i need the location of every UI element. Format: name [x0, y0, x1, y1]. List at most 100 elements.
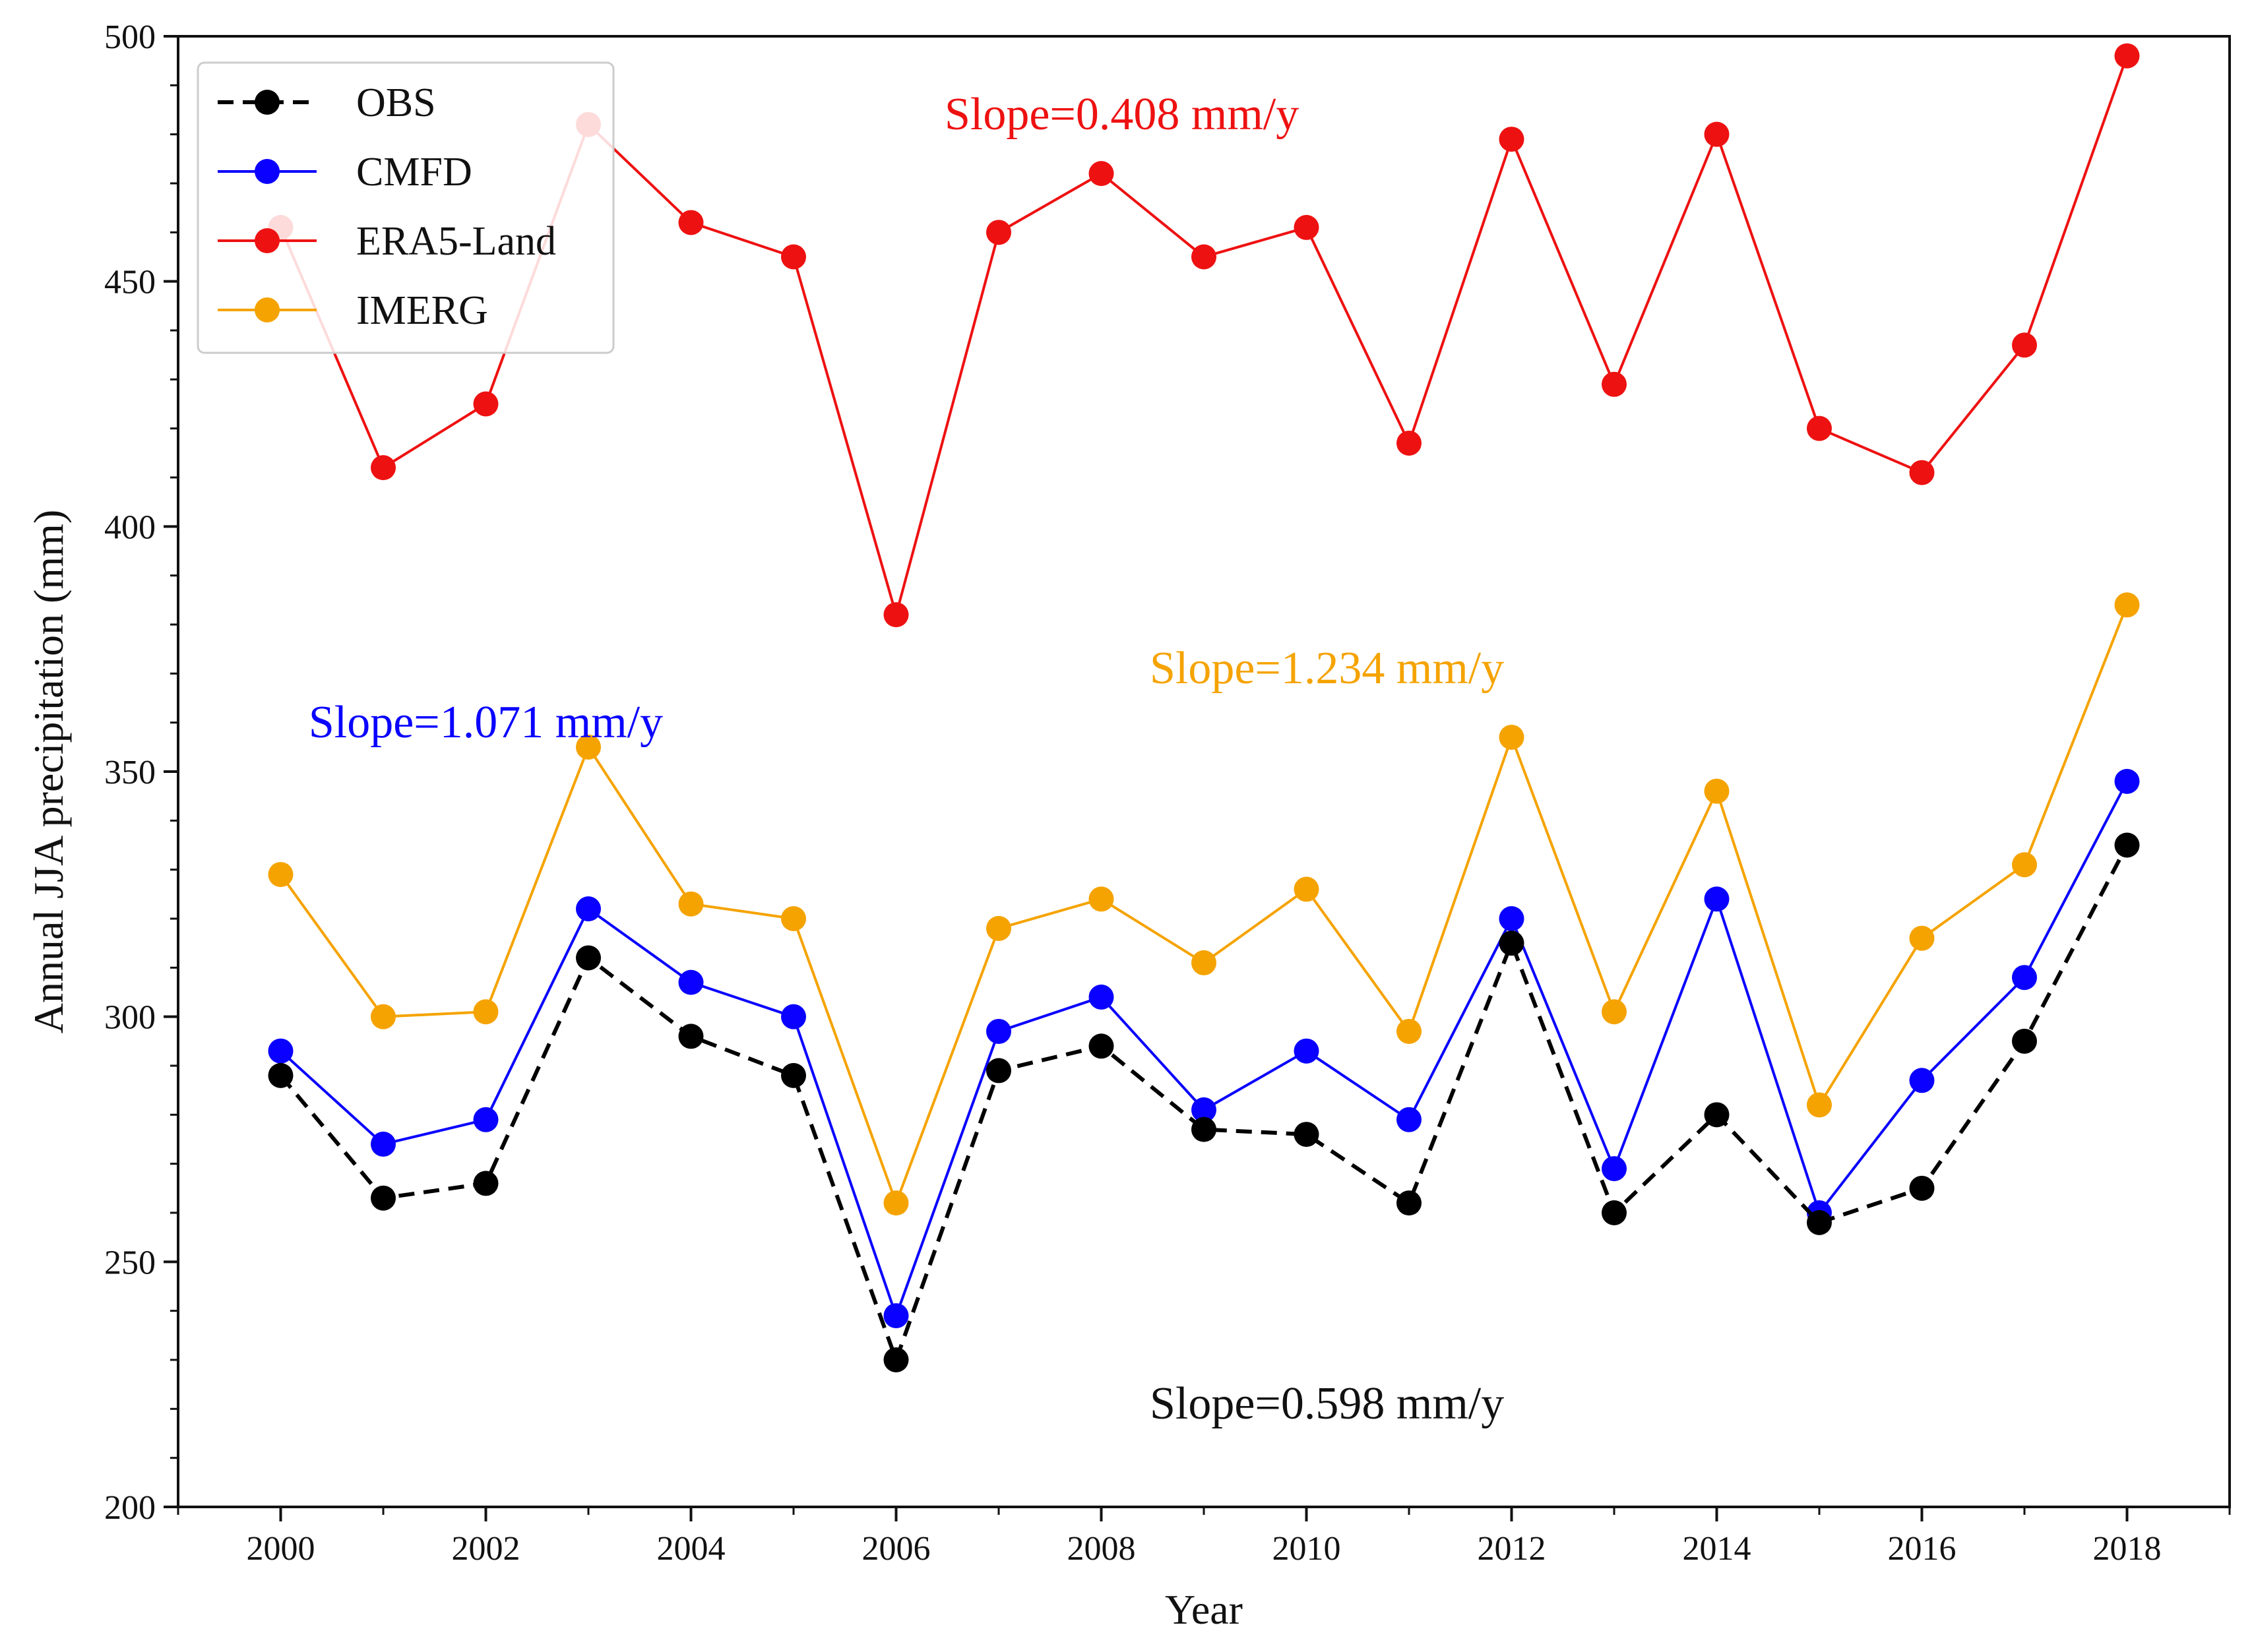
legend-item-obs: OBS [218, 80, 436, 125]
data-point-cmfd [781, 1004, 806, 1029]
data-point-obs [473, 1171, 499, 1196]
data-point-obs [2012, 1028, 2037, 1054]
data-point-era5-land [986, 220, 1011, 245]
data-point-era5-land [883, 602, 909, 628]
data-point-obs [268, 1062, 294, 1088]
data-point-cmfd [2012, 965, 2037, 991]
data-point-imerg [1088, 886, 1114, 912]
data-point-obs [883, 1347, 909, 1372]
data-point-era5-land [473, 391, 499, 417]
data-point-obs [371, 1185, 396, 1211]
data-point-obs [1807, 1209, 1832, 1235]
data-point-obs [986, 1058, 1011, 1084]
plot-frame [177, 35, 2231, 1508]
slope-annotation: Slope=1.234 mm/y [1150, 643, 1504, 694]
series-line-cmfd [280, 780, 2129, 1318]
data-point-imerg [473, 999, 499, 1025]
data-point-imerg [781, 906, 806, 931]
x-tick-label: 2016 [1888, 1530, 1957, 1568]
data-point-cmfd [883, 1303, 909, 1329]
data-point-cmfd [1088, 984, 1114, 1010]
legend-swatch-marker [255, 159, 280, 184]
data-point-era5-land [1602, 371, 1627, 397]
x-tick-label: 2010 [1272, 1530, 1341, 1568]
data-point-cmfd [1396, 1107, 1422, 1132]
data-point-cmfd [1602, 1156, 1627, 1182]
data-point-era5-land [1704, 121, 1730, 147]
x-tick-label: 2014 [1683, 1530, 1751, 1568]
data-point-era5-land [2114, 43, 2140, 69]
legend-swatch-marker [255, 297, 280, 322]
data-point-era5-land [2012, 332, 2037, 358]
legend-label: ERA5-Land [356, 219, 556, 264]
data-point-cmfd [371, 1131, 396, 1157]
legend-label: CMFD [356, 150, 472, 195]
data-point-imerg [1602, 999, 1627, 1025]
data-point-imerg [268, 862, 294, 888]
slope-annotation: Slope=0.408 mm/y [945, 89, 1299, 140]
legend-swatch-marker [255, 90, 280, 115]
annotations-layer: Slope=0.408 mm/y Slope=1.234 mm/y Slope=1.… [309, 89, 1504, 1429]
legend: OBS CMFD ERA5-Land IMERG [197, 61, 615, 354]
data-point-era5-land [781, 244, 806, 270]
data-point-imerg [678, 891, 704, 917]
data-point-era5-land [1807, 415, 1832, 441]
data-point-obs [1602, 1200, 1627, 1225]
data-point-cmfd [2114, 768, 2140, 794]
data-point-imerg [1396, 1018, 1422, 1044]
data-point-imerg [1909, 925, 1935, 951]
x-tick-label: 2004 [657, 1530, 726, 1568]
data-point-obs [576, 945, 601, 971]
slope-annotation: Slope=0.598 mm/y [1150, 1378, 1504, 1429]
data-point-era5-land [678, 210, 704, 235]
data-point-cmfd [268, 1038, 294, 1064]
data-point-imerg [371, 1004, 396, 1029]
data-point-imerg [2114, 592, 2140, 618]
y-tick-label: 200 [104, 1489, 156, 1527]
legend-label: IMERG [356, 288, 488, 333]
ticks-layer: 200 250 300 350 400 450 500 2000 2002 2004 2006 200… [104, 18, 2231, 1568]
data-point-obs [1909, 1175, 1935, 1201]
legend-item-era5-land: ERA5-Land [218, 219, 556, 264]
x-axis-title: Year [1165, 1586, 1243, 1633]
data-point-obs [678, 1024, 704, 1049]
data-point-cmfd [1704, 886, 1730, 912]
legend-item-cmfd: CMFD [218, 150, 472, 195]
x-tick-label: 2012 [1478, 1530, 1546, 1568]
y-tick-label: 250 [104, 1244, 156, 1281]
data-point-cmfd [986, 1018, 1011, 1044]
data-point-era5-land [1499, 127, 1524, 152]
legend-swatch-marker [255, 228, 280, 253]
y-tick-label: 300 [104, 999, 156, 1037]
data-point-cmfd [1909, 1068, 1935, 1093]
y-tick-label: 500 [104, 18, 156, 56]
x-tick-label: 2002 [452, 1530, 520, 1568]
data-point-obs [1088, 1033, 1114, 1059]
data-point-obs [781, 1062, 806, 1088]
y-tick-label: 450 [104, 264, 156, 301]
y-tick-label: 400 [104, 508, 156, 546]
x-tick-label: 2008 [1067, 1530, 1136, 1568]
slope-annotation: Slope=1.071 mm/y [309, 697, 663, 748]
legend-box [197, 61, 615, 354]
y-tick-label: 350 [104, 754, 156, 791]
data-point-cmfd [1294, 1038, 1319, 1064]
series-obs [268, 832, 2140, 1372]
data-point-imerg [986, 915, 1011, 941]
data-point-obs [1499, 931, 1524, 956]
legend-label: OBS [356, 80, 436, 125]
data-point-era5-land [1909, 460, 1935, 485]
data-point-era5-land [1191, 244, 1216, 270]
data-point-imerg [576, 734, 601, 760]
data-point-cmfd [678, 969, 704, 995]
data-point-obs [1294, 1122, 1319, 1147]
data-point-imerg [1294, 876, 1319, 902]
data-point-cmfd [1499, 906, 1524, 931]
data-point-imerg [1704, 778, 1730, 804]
data-point-imerg [883, 1190, 909, 1216]
data-point-era5-land [1294, 214, 1319, 240]
data-point-imerg [1807, 1092, 1832, 1118]
data-point-era5-land [371, 455, 396, 481]
data-point-era5-land [1088, 161, 1114, 187]
